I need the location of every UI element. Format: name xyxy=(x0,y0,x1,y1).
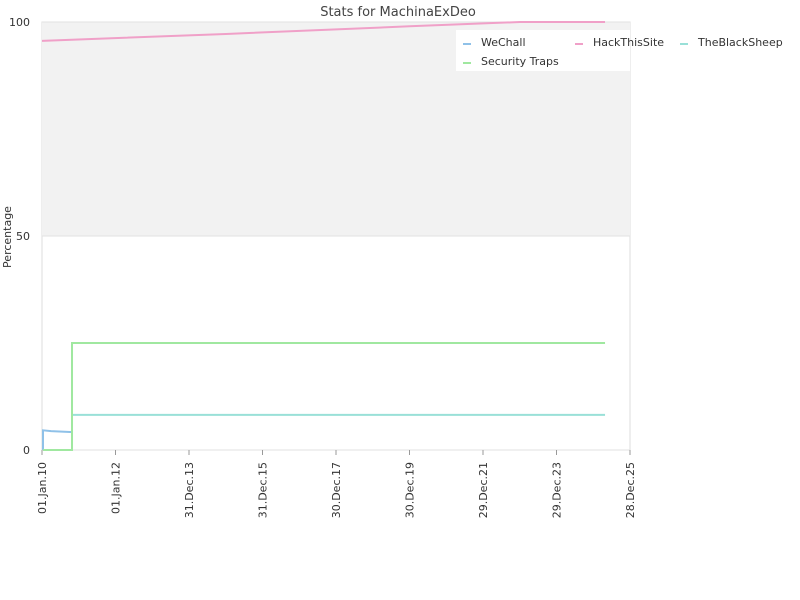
x-tick-label: 31.Dec.13 xyxy=(183,462,196,518)
x-tick-label: 31.Dec.15 xyxy=(257,462,270,518)
x-tick-label: 01.Jan.10 xyxy=(36,462,49,514)
x-tick-label: 30.Dec.17 xyxy=(330,462,343,518)
y-tick-label: 0 xyxy=(23,444,30,457)
chart-title: Stats for MachinaExDeo xyxy=(320,5,476,20)
y-axis-label: Percentage xyxy=(1,206,14,268)
series-line xyxy=(41,21,606,42)
legend-label: WeChall xyxy=(481,36,526,49)
y-tick-label: 100 xyxy=(9,16,30,29)
legend-label: TheBlackSheep xyxy=(697,36,783,49)
legend-label: Security Traps xyxy=(481,55,559,68)
x-tick-label: 28.Dec.25 xyxy=(624,462,637,518)
x-tick-label: 29.Dec.21 xyxy=(477,462,490,518)
x-tick-label: 01.Jan.12 xyxy=(110,462,123,514)
x-tick-label: 30.Dec.19 xyxy=(404,462,417,518)
legend-box xyxy=(456,30,630,71)
series-line xyxy=(43,342,606,451)
x-tick-label: 29.Dec.23 xyxy=(551,462,564,518)
legend-label: HackThisSite xyxy=(593,36,664,49)
series-line xyxy=(42,429,73,450)
y-tick-label: 50 xyxy=(16,230,30,243)
